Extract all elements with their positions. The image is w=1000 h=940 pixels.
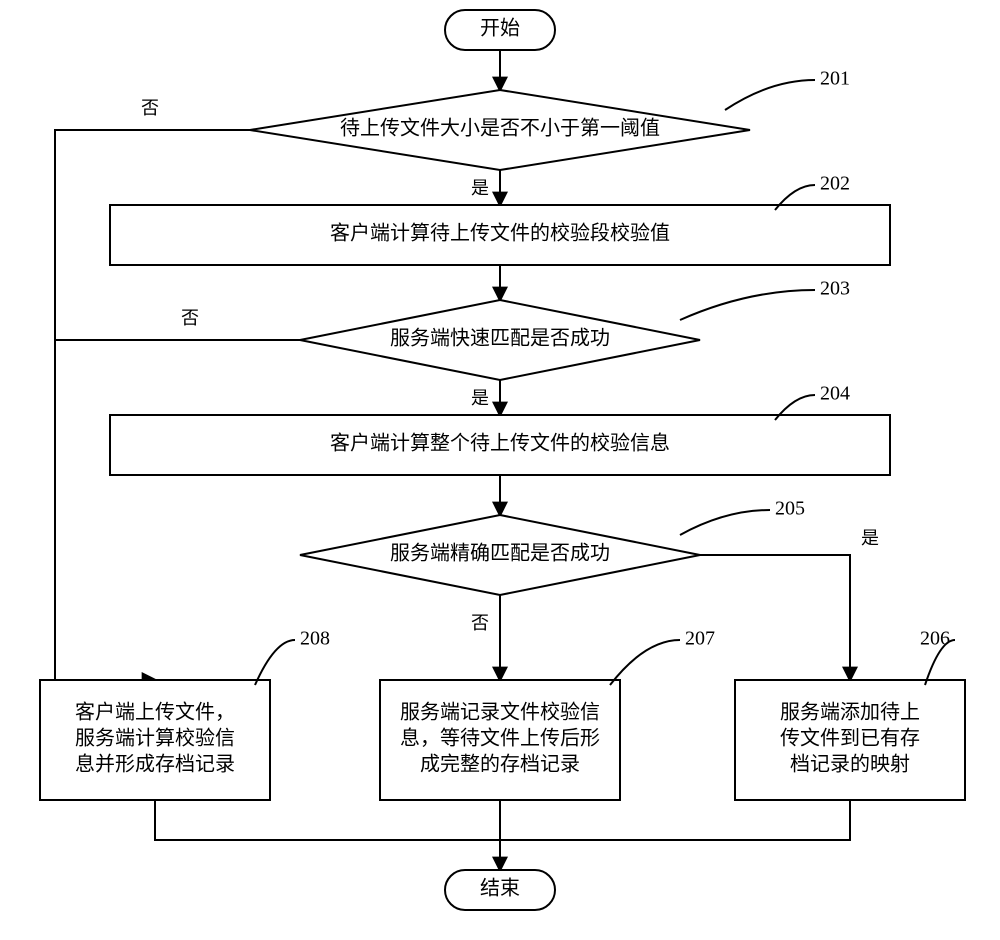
node-text: 档记录的映射: [790, 753, 910, 776]
node-text: 服务端记录文件校验信: [400, 701, 600, 724]
leader-p207: [610, 640, 680, 685]
ref-p206: 206: [920, 628, 950, 650]
ref-p208: 208: [300, 628, 330, 650]
node-text: 服务端添加待上: [780, 701, 920, 724]
edge-10: [155, 800, 500, 840]
edge-label: 是: [471, 388, 489, 408]
node-d203: 服务端快速匹配是否成功: [300, 300, 700, 380]
node-text: 待上传文件大小是否不小于第一阈值: [340, 117, 660, 140]
node-text: 息，等待文件上传后形: [400, 727, 600, 750]
node-text: 客户端上传文件，: [75, 701, 235, 724]
ref-p202: 202: [820, 173, 850, 195]
node-p202: 客户端计算待上传文件的校验段校验值: [110, 205, 890, 265]
ref-d201: 201: [820, 68, 850, 90]
node-text: 结束: [480, 877, 520, 900]
node-end: 结束: [445, 870, 555, 910]
node-text: 成完整的存档记录: [420, 753, 580, 776]
node-text: 服务端快速匹配是否成功: [390, 327, 610, 350]
leader-d201: [725, 80, 815, 110]
ref-p204: 204: [820, 383, 850, 405]
node-d201: 待上传文件大小是否不小于第一阈值: [250, 90, 750, 170]
edge-label: 否: [471, 613, 489, 633]
node-p208: 客户端上传文件， 服务端计算校验信息并形成存档记录: [40, 680, 270, 800]
node-text: 客户端计算整个待上传文件的校验信息: [330, 432, 670, 455]
flowchart-diagram: 开始待上传文件大小是否不小于第一阈值客户端计算待上传文件的校验段校验值服务端快速…: [0, 0, 1000, 940]
edge-11: [500, 800, 850, 840]
node-d205: 服务端精确匹配是否成功: [300, 515, 700, 595]
node-p206: 服务端添加待上传文件到已有存档记录的映射: [735, 680, 965, 800]
node-text: 服务端精确匹配是否成功: [390, 542, 610, 565]
node-text: 开始: [480, 17, 520, 40]
node-text: 服务端计算校验信: [75, 727, 235, 750]
node-p204: 客户端计算整个待上传文件的校验信息: [110, 415, 890, 475]
node-start: 开始: [445, 10, 555, 50]
node-text: 息并形成存档记录: [75, 753, 235, 776]
edge-label: 否: [181, 308, 199, 328]
node-p207: 服务端记录文件校验信息，等待文件上传后形成完整的存档记录: [380, 680, 620, 800]
leader-d205: [680, 510, 770, 535]
ref-p207: 207: [685, 628, 715, 650]
edge-label: 否: [141, 98, 159, 118]
node-text: 传文件到已有存: [780, 727, 920, 750]
ref-d203: 203: [820, 278, 850, 300]
edge-label: 是: [471, 178, 489, 198]
ref-d205: 205: [775, 498, 805, 520]
leader-p208: [255, 640, 295, 685]
edge-label: 是: [861, 528, 879, 548]
edge-8: [700, 555, 850, 680]
node-text: 客户端计算待上传文件的校验段校验值: [330, 222, 670, 245]
leader-d203: [680, 290, 815, 320]
